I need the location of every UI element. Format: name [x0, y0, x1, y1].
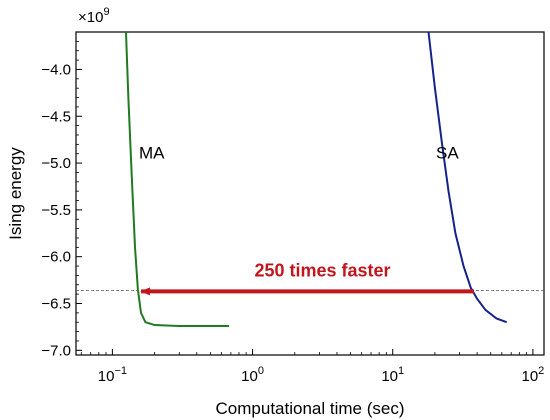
y-axis-ticks: −4.0 −4.5 −5.0 −5.5 −6.0 −6.5 −7.0 — [41, 31, 82, 359]
y-multiplier-base: ×10 — [78, 9, 103, 26]
x-axis-ticks: 10−1 100 101 102 — [80, 349, 544, 385]
y-axis-label: Ising energy — [6, 147, 25, 240]
series-line-sa — [427, 31, 508, 324]
series-line-ma — [124, 31, 230, 327]
x-tick-label: 102 — [521, 365, 544, 385]
speedup-annotation: 250 times faster — [254, 260, 390, 280]
y-tick-label: −7.0 — [41, 342, 71, 359]
y-axis-multiplier: ×109 — [78, 6, 110, 26]
plot-frame — [75, 31, 545, 356]
y-tick-label: −6.0 — [41, 249, 71, 266]
x-axis-label: Computational time (sec) — [216, 399, 405, 418]
y-multiplier-exponent: 9 — [103, 6, 109, 18]
y-tick-label: −4.5 — [41, 108, 71, 125]
series-label-sa: SA — [436, 143, 459, 162]
y-tick-label: −4.0 — [41, 61, 71, 78]
series-label-ma: MA — [139, 143, 165, 162]
y-tick-label: −6.5 — [41, 296, 71, 313]
x-tick-label: 10−1 — [98, 365, 127, 385]
y-tick-label: −5.5 — [41, 202, 71, 219]
y-tick-label: −5.0 — [41, 155, 71, 172]
x-tick-label: 100 — [241, 365, 264, 385]
x-tick-label: 101 — [381, 365, 404, 385]
